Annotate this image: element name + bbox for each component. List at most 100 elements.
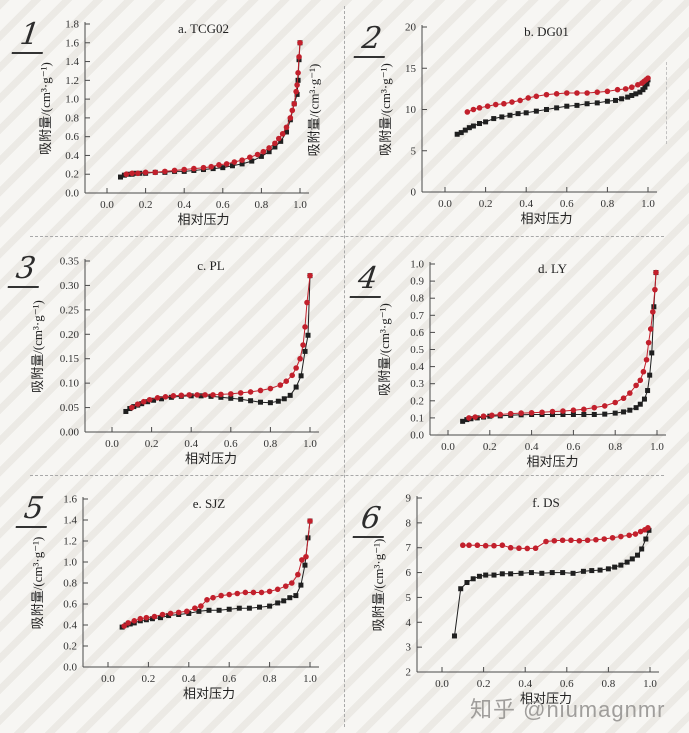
svg-text:0.10: 0.10 [60,378,80,390]
svg-text:1.0: 1.0 [65,94,79,106]
svg-text:0.4: 0.4 [519,198,533,210]
svg-text:0.2: 0.2 [65,169,79,181]
svg-text:15: 15 [405,63,417,75]
svg-text:0.2: 0.2 [477,678,491,690]
svg-text:相对压力: 相对压力 [526,454,578,469]
svg-text:0.6: 0.6 [216,199,230,211]
svg-text:0.6: 0.6 [224,438,238,450]
svg-text:0.4: 0.4 [410,361,424,373]
svg-text:1.4: 1.4 [63,515,77,527]
svg-text:e. SJZ: e. SJZ [193,496,226,511]
svg-text:1.0: 1.0 [650,441,664,453]
isotherm-chart-tcg02: 0.0 0.2 0.4 0.6 0.8 1.0 1.2 1.4 1.6 1.8 0.0 0.2 0.4 0… [38,19,309,227]
svg-text:相对压力: 相对压力 [183,686,235,701]
svg-text:0.6: 0.6 [560,198,574,210]
svg-text:0.2: 0.2 [139,199,153,211]
svg-text:0.8: 0.8 [65,112,79,124]
svg-text:相对压力: 相对压力 [520,691,572,706]
svg-text:0.0: 0.0 [435,678,449,690]
svg-text:吸附量/(cm³·g⁻¹): 吸附量/(cm³·g⁻¹) [38,62,53,155]
svg-text:0.2: 0.2 [63,641,77,653]
chart-panel-dg01: 0 5 10 15 20 0.0 0.2 0.4 0.6 0.8 1.0 b. DG01 相对压力 吸附量… [345,0,689,237]
handwritten-number-3: 3 [7,251,44,288]
svg-text:0.1: 0.1 [410,412,424,424]
svg-text:20: 20 [405,22,417,34]
svg-text:f. DS: f. DS [532,495,559,510]
svg-text:0.15: 0.15 [60,353,80,365]
svg-text:0.7: 0.7 [410,310,424,322]
svg-text:1.2: 1.2 [65,75,79,87]
handwritten-number-1: 1 [11,17,48,54]
right-edge-dashed-fragment [666,62,667,144]
svg-text:0.8: 0.8 [263,673,277,685]
svg-text:0: 0 [411,187,417,199]
svg-text:1.6: 1.6 [65,37,79,49]
zhihu-watermark: 知乎 @niumagnmr [470,697,666,722]
svg-text:0.25: 0.25 [60,304,80,316]
svg-text:0.8: 0.8 [255,199,269,211]
svg-text:0.8: 0.8 [63,578,77,590]
svg-text:吸附量/(cm³·g⁻¹): 吸附量/(cm³·g⁻¹) [30,300,45,393]
svg-text:0.05: 0.05 [60,402,80,414]
svg-text:0.0: 0.0 [105,438,119,450]
svg-text:0.20: 0.20 [60,329,80,341]
svg-text:0.6: 0.6 [567,441,581,453]
svg-text:0.0: 0.0 [65,188,79,200]
svg-text:1.8: 1.8 [65,19,79,31]
svg-text:0.0: 0.0 [438,198,452,210]
svg-text:5: 5 [411,145,417,157]
chart-panel-pl: 0.00 0.05 0.10 0.15 0.20 0.25 0.30 0.35 0.0 0.2 0.… [0,240,345,476]
svg-text:0.8: 0.8 [410,293,424,305]
svg-text:a. TCG02: a. TCG02 [178,21,229,36]
horizontal-dashed-divider-2 [30,475,664,476]
chart-panel-sjz: 0.0 0.2 0.4 0.6 0.8 1.0 1.2 1.4 1.6 0.0 0.2 0.4 0.6 0… [0,480,345,733]
svg-text:4: 4 [406,617,412,629]
svg-text:0.4: 0.4 [177,199,191,211]
chart-panel-ly: 0.0 0.1 0.2 0.3 0.4 0.5 0.6 0.7 0.8 0.9 1.0 0.0 0.2 0… [345,240,689,476]
svg-text:0.9: 0.9 [410,276,424,288]
svg-text:0.2: 0.2 [479,198,493,210]
horizontal-dashed-divider-1 [30,236,664,237]
svg-text:0.4: 0.4 [65,150,79,162]
svg-text:1.0: 1.0 [410,259,424,271]
svg-text:0.5: 0.5 [410,344,424,356]
vertical-dashed-divider [344,6,345,727]
svg-text:c. PL: c. PL [197,258,225,273]
svg-text:0.8: 0.8 [264,438,278,450]
isotherm-chart-dg01: 0 5 10 15 20 0.0 0.2 0.4 0.6 0.8 1.0 b. DG01 相对压力 吸附量… [378,22,657,226]
svg-text:1.0: 1.0 [63,557,77,569]
svg-text:b. DG01: b. DG01 [524,24,569,39]
svg-text:0.0: 0.0 [63,662,77,674]
svg-text:3: 3 [406,642,412,654]
svg-text:6: 6 [406,567,412,579]
svg-text:0.35: 0.35 [60,256,80,268]
svg-text:0.3: 0.3 [410,378,424,390]
svg-text:0.8: 0.8 [602,678,616,690]
svg-text:0.2: 0.2 [145,438,159,450]
svg-text:吸附量/(cm³·g⁻¹): 吸附量/(cm³·g⁻¹) [30,537,45,630]
svg-text:1.2: 1.2 [63,536,77,548]
svg-text:0.4: 0.4 [518,678,532,690]
svg-text:0.4: 0.4 [63,620,77,632]
svg-text:吸附量/(cm³·g⁻¹): 吸附量/(cm³·g⁻¹) [377,303,392,396]
svg-text:9: 9 [406,493,412,505]
svg-text:吸附量/(cm³·g⁻¹): 吸附量/(cm³·g⁻¹) [378,63,393,156]
svg-text:2: 2 [406,667,412,679]
handwritten-number-4: 4 [349,261,386,298]
svg-text:0.0: 0.0 [101,673,115,685]
svg-text:1.0: 1.0 [641,198,655,210]
svg-text:0.8: 0.8 [608,441,622,453]
svg-text:0.6: 0.6 [560,678,574,690]
svg-text:1.4: 1.4 [65,56,79,68]
svg-text:5: 5 [406,592,412,604]
handwritten-number-5: 5 [15,491,52,528]
svg-text:0.00: 0.00 [60,427,80,439]
chart-panel-tcg02: 0.0 0.2 0.4 0.6 0.8 1.0 1.2 1.4 1.6 1.8 0.0 0.2 0.4 0… [0,0,345,237]
handwritten-number-2: 2 [353,21,390,58]
svg-text:7: 7 [406,542,412,554]
svg-text:0.0: 0.0 [441,441,455,453]
svg-text:0.4: 0.4 [184,438,198,450]
svg-text:0.2: 0.2 [410,395,424,407]
isotherm-chart-ds: 2 3 4 5 6 7 8 9 0.0 0.2 0.4 0.6 0.8 1.0 f. DS 相对压力 吸附量/(… [371,493,659,706]
isotherm-chart-ly: 0.0 0.1 0.2 0.3 0.4 0.5 0.6 0.7 0.8 0.9 1.0 0.0 0.2 0… [377,259,666,469]
